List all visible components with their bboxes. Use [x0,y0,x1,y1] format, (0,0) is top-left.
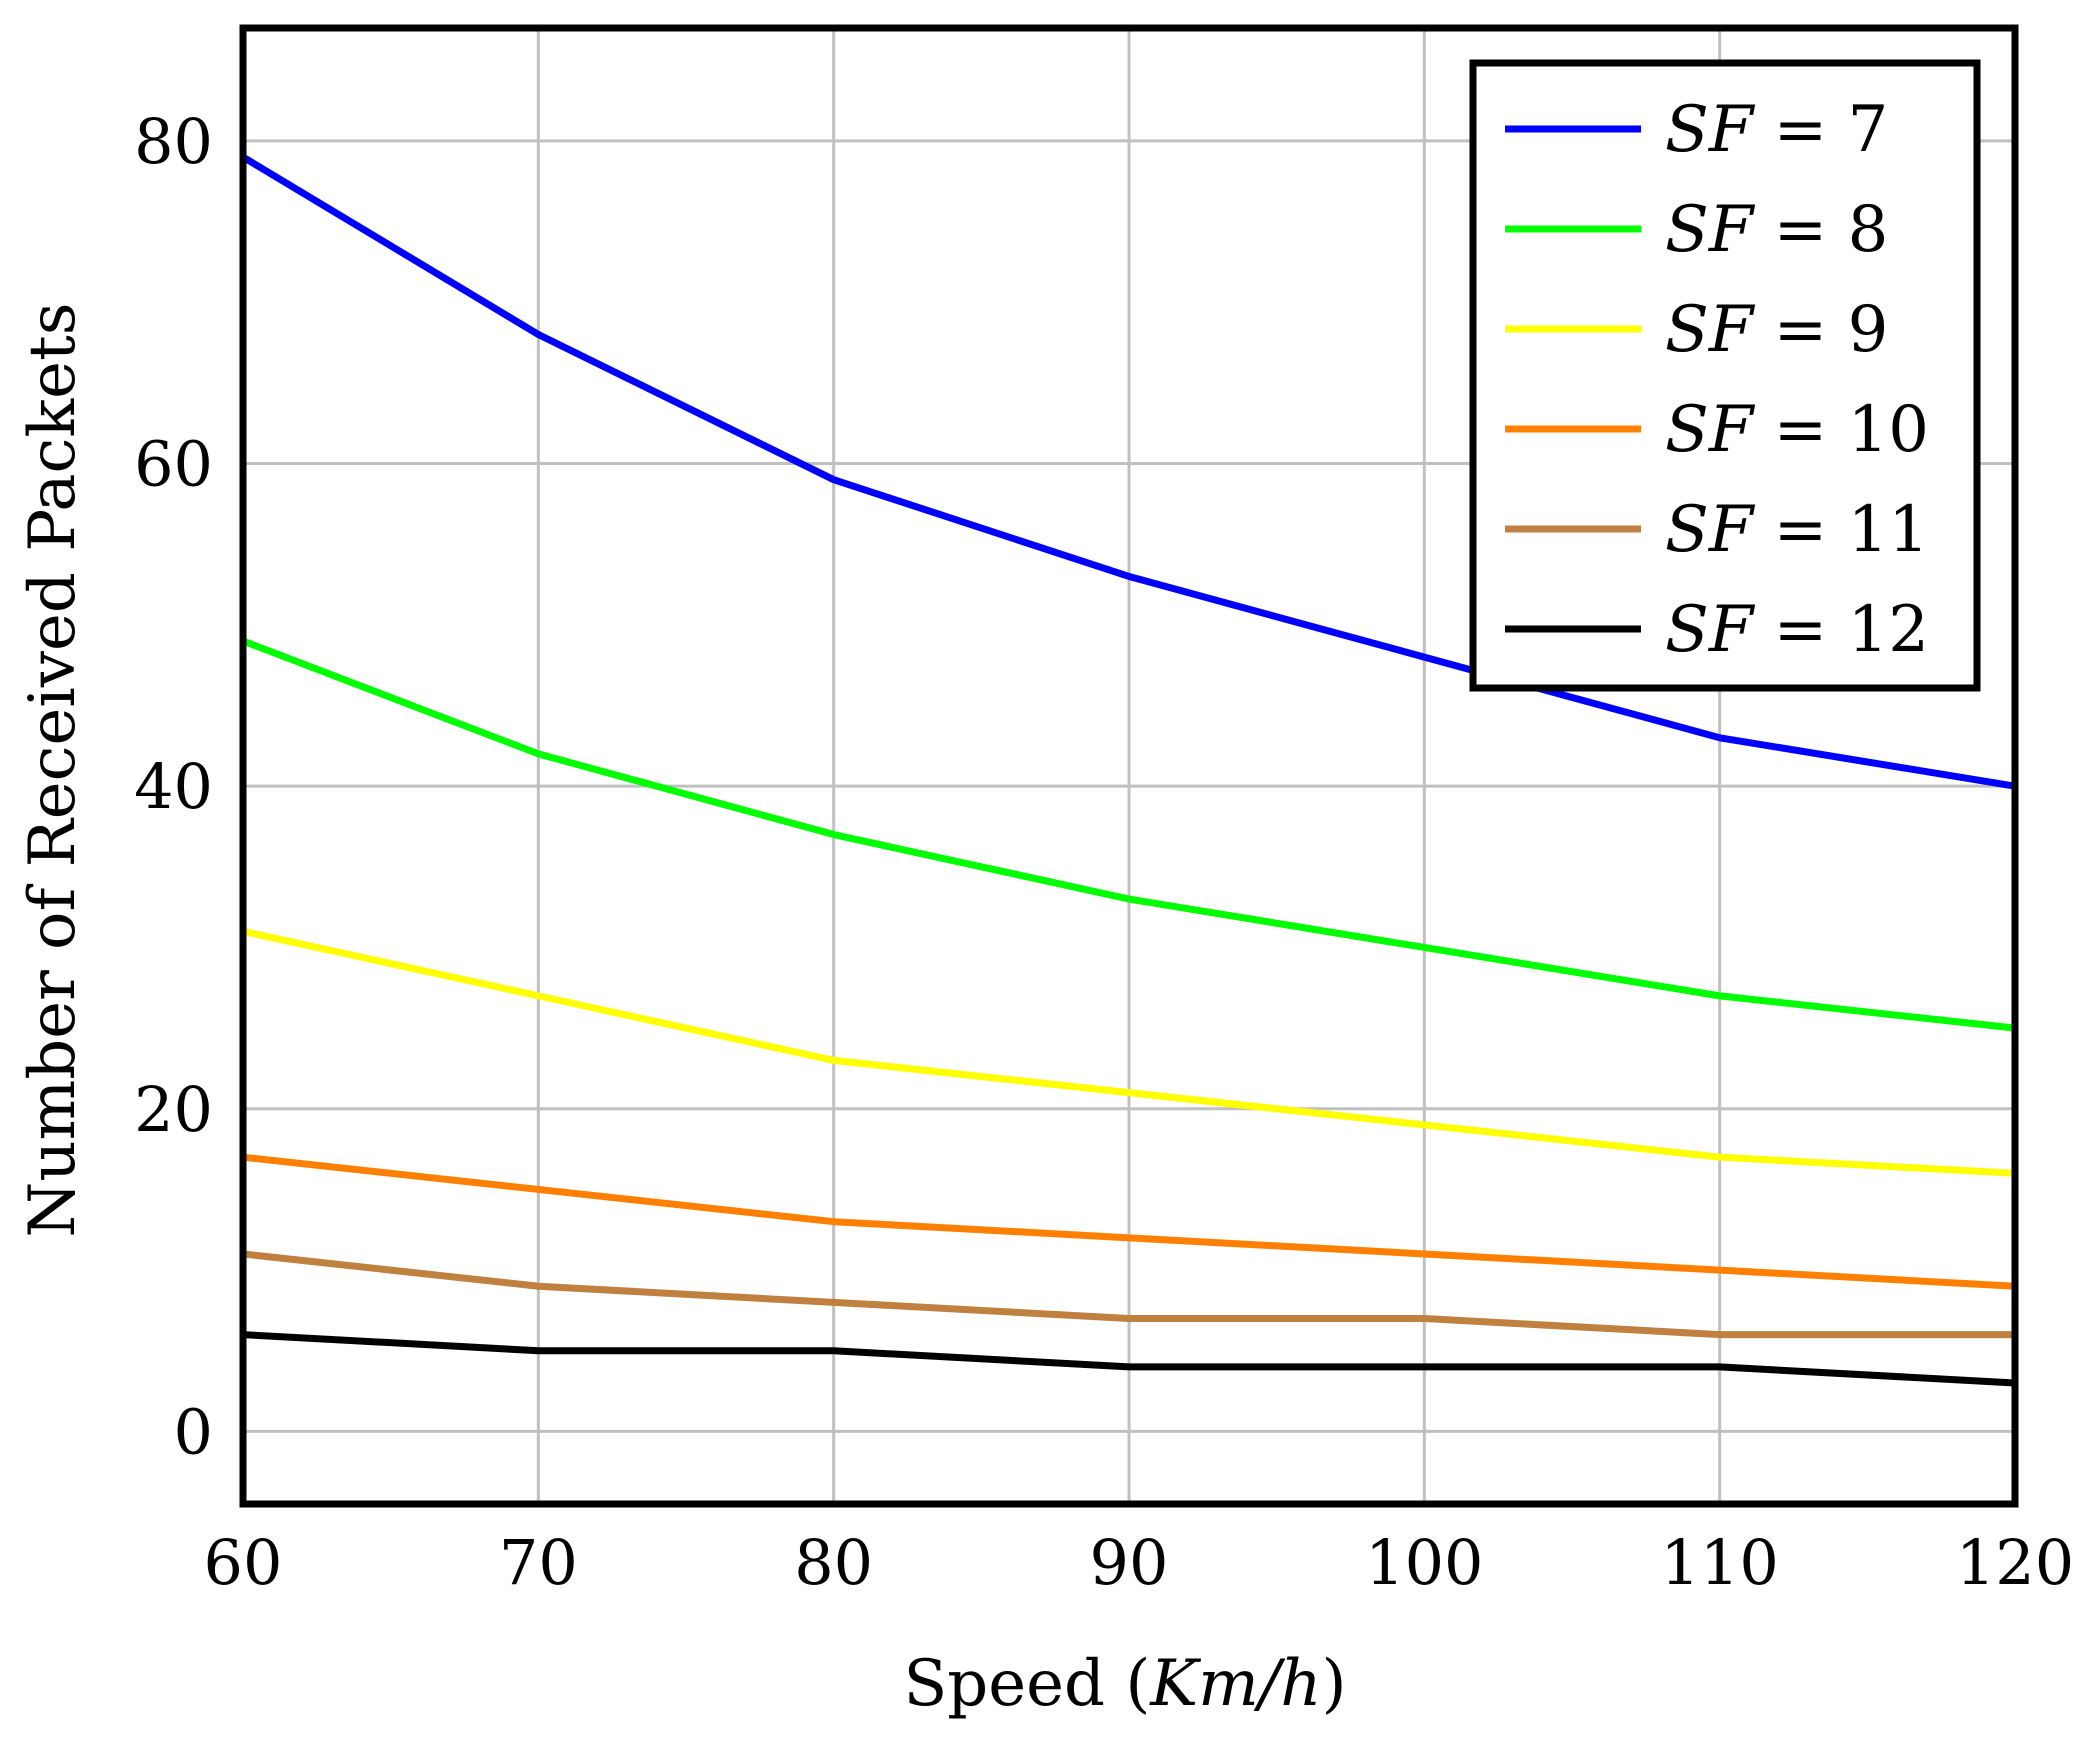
x-axis-label: Speed (Km/h) [903,1647,1346,1721]
legend-label: SF = 7 [1665,93,1888,167]
legend-label: SF = 9 [1665,293,1888,367]
y-tick-label: 40 [134,750,213,823]
series-line [242,927,2016,1177]
y-tick-labels: 0 20 40 60 80 [134,105,213,1468]
y-tick-label: 80 [134,105,213,178]
series-line [242,1250,2015,1339]
y-axis-label: Number of Received Packets [16,302,90,1237]
legend-label: SF = 12 [1665,593,1929,667]
x-tick-label: 100 [1365,1526,1483,1599]
legend-label: SF = 8 [1665,193,1888,267]
x-tick-label: 60 [204,1526,283,1599]
series-line [242,1331,2016,1387]
x-tick-label: 110 [1660,1526,1778,1599]
y-tick-label: 0 [174,1395,213,1468]
x-tick-label: 120 [1956,1526,2074,1599]
y-tick-label: 60 [134,428,213,501]
x-tick-labels: 60 70 80 90 100 110 120 [204,1526,2075,1599]
series-line [241,637,2016,1032]
legend-label: SF = 10 [1665,393,1929,467]
series-line [241,154,2016,790]
y-tick-label: 20 [134,1073,213,1146]
x-tick-label: 90 [1090,1526,1169,1599]
x-tick-label: 70 [499,1526,578,1599]
legend-label: SF = 11 [1665,493,1929,567]
legend: SF = 7 SF = 8 SF = 9 SF = 10 SF = 11 SF = 12 [1469,59,1981,692]
legend-box [1469,59,1981,692]
plot-frame [239,24,2019,1508]
x-tick-label: 80 [794,1526,873,1599]
series-group [241,154,2016,1387]
series-line [242,1153,2016,1290]
